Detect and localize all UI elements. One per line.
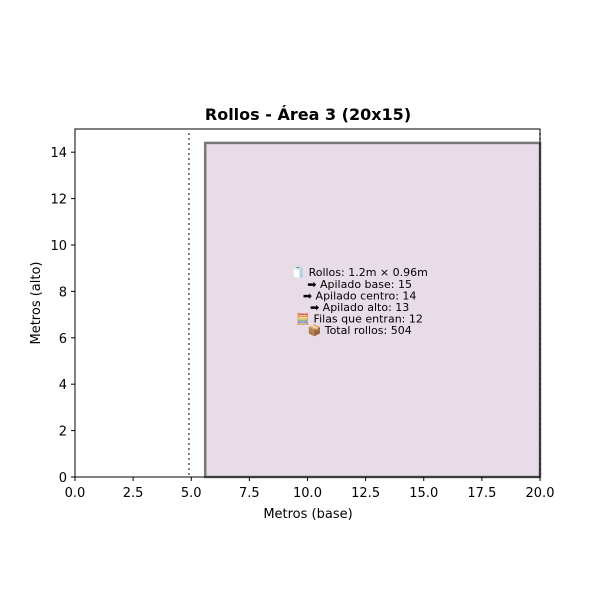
y-tick-label: 10 [50, 239, 67, 254]
x-tick-label: 2.5 [123, 486, 144, 501]
annotation-line-1: ➡ Apilado base: 15 [307, 278, 412, 291]
filled-region [203, 141, 542, 479]
plot-area: 0.0 2.5 5.0 7.5 10.0 12.5 15.0 17.5 20.0 0 2 4 6 8 10 1… [50, 128, 555, 501]
annotation-line-0: 🧻 Rollos: 1.2m × 0.96m [291, 266, 427, 279]
x-tick-label: 17.5 [467, 486, 496, 501]
y-tick-label: 12 [50, 193, 67, 208]
x-tick-label: 10.0 [293, 486, 322, 501]
x-tick-label: 12.5 [351, 486, 380, 501]
y-tick-label: 4 [59, 378, 67, 393]
x-tick-label: 0.0 [65, 486, 86, 501]
y-axis-label: Metros (alto) [29, 261, 44, 344]
x-tick-label: 20.0 [526, 486, 555, 501]
y-tick-label: 0 [59, 471, 67, 486]
x-tick-label: 7.5 [239, 486, 260, 501]
annotation-line-3: ➡ Apilado alto: 13 [310, 301, 409, 314]
chart-title: Rollos - Área 3 (20x15) [205, 105, 411, 124]
x-axis-label: Metros (base) [263, 507, 352, 522]
x-tick-label: 5.0 [181, 486, 202, 501]
annotation-line-2: ➡ Apilado centro: 14 [303, 289, 417, 302]
annotation-line-4: 🧮 Filas que entran: 12 [296, 313, 423, 326]
annotation-line-5: 📦 Total rollos: 504 [308, 324, 412, 337]
y-tick-label: 14 [50, 146, 67, 161]
y-tick-label: 2 [59, 425, 67, 440]
x-tick-label: 15.0 [409, 486, 438, 501]
y-tick-label: 6 [59, 332, 67, 347]
y-tick-label: 8 [59, 285, 67, 300]
